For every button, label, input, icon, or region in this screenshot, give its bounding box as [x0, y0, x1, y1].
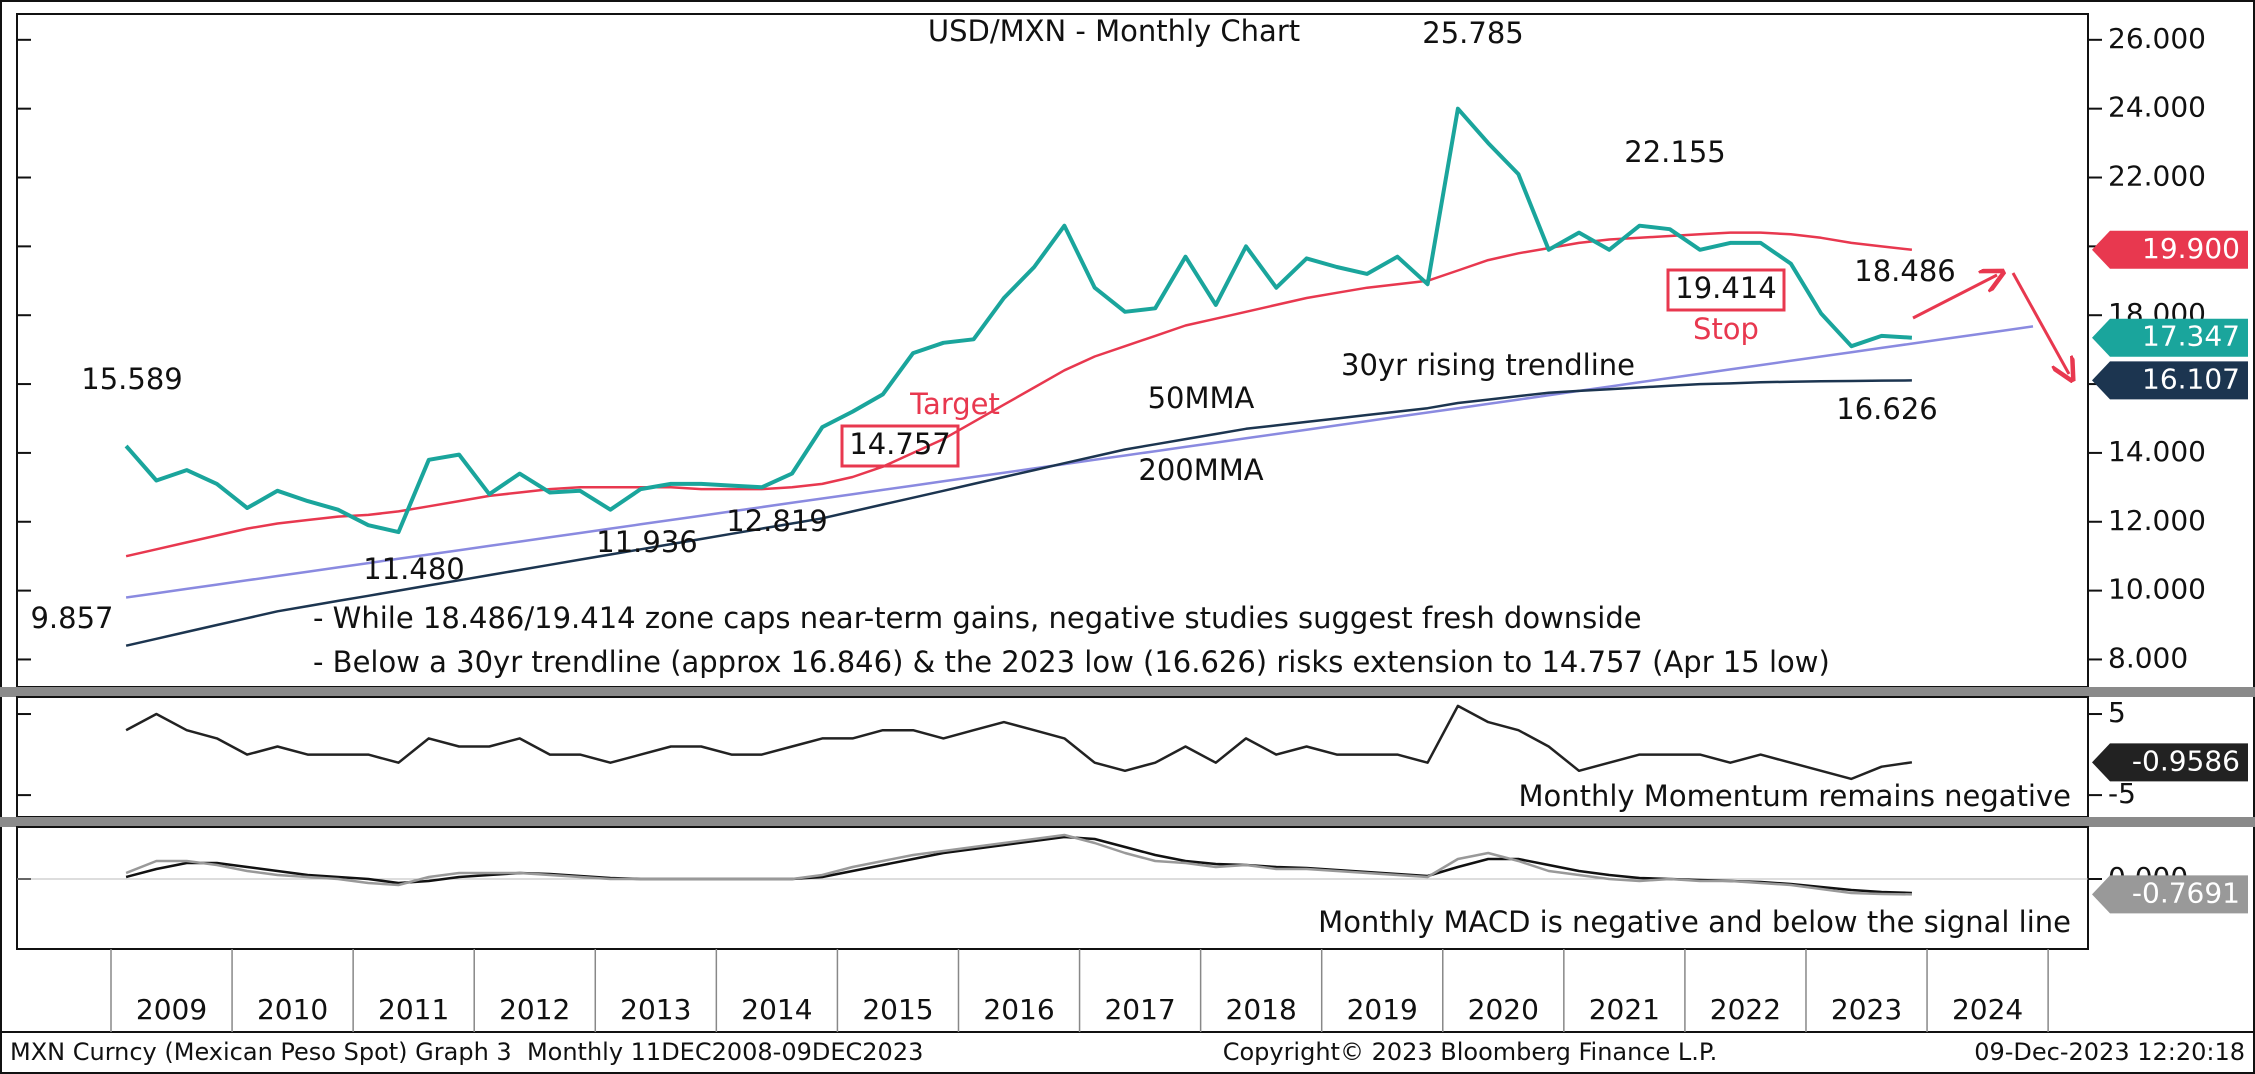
y-tick-label: -5	[2108, 777, 2136, 810]
annotation: Stop	[1693, 312, 1759, 346]
y-tick-label: 8.000	[2108, 641, 2188, 674]
last-value-label: -0.9586	[2132, 744, 2240, 777]
annotation: - Below a 30yr trendline (approx 16.846)…	[313, 645, 1830, 679]
x-tick-label: 2020	[1468, 993, 1539, 1026]
y-tick-label: 26.000	[2108, 22, 2206, 55]
x-tick-label: 2013	[620, 993, 691, 1026]
series-line	[125, 833, 1912, 896]
annotation: 11.936	[596, 525, 697, 559]
footer-source: MXN Curncy (Mexican Peso Spot) Graph 3 M…	[10, 1038, 923, 1066]
panel-divider	[0, 687, 2255, 697]
x-tick-label: 2010	[257, 993, 328, 1026]
annotation: 12.819	[726, 504, 827, 538]
series-line	[125, 835, 1912, 895]
last-value-label: 19.900	[2142, 232, 2240, 265]
x-tick-label: 2022	[1710, 993, 1781, 1026]
annotation: 19.414	[1675, 271, 1776, 305]
annotation: 25.785	[1422, 16, 1523, 50]
annotation: 22.155	[1624, 135, 1725, 169]
y-tick-label: 24.000	[2108, 91, 2206, 124]
x-tick-label: 2021	[1589, 993, 1660, 1026]
y-tick-label: 22.000	[2108, 160, 2206, 193]
annotation-box	[1666, 268, 1786, 312]
annotation: 14.757	[849, 427, 950, 461]
series-line	[124, 106, 1913, 535]
last-value-box	[2092, 875, 2248, 914]
x-tick-label: 2023	[1831, 993, 1902, 1026]
annotation: 16.626	[1836, 392, 1937, 426]
y-tick-label: 12.000	[2108, 504, 2206, 537]
annotation: 9.857	[30, 601, 113, 635]
chart-title: USD/MXN - Monthly Chart	[928, 14, 1300, 48]
series-line	[125, 704, 1913, 781]
panel-divider	[0, 817, 2255, 827]
x-tick-label: 2009	[136, 993, 207, 1026]
series-line	[125, 231, 1913, 558]
series-label: 50MMA	[1148, 381, 1255, 415]
series-line	[125, 325, 2034, 599]
x-tick-label: 2018	[1226, 993, 1297, 1026]
last-value-label: -0.7691	[2132, 876, 2240, 909]
annotation: Target	[909, 387, 1000, 421]
footer-timestamp: 09-Dec-2023 12:20:18	[1974, 1038, 2245, 1066]
annotation: 18.486	[1854, 254, 1955, 288]
x-tick-label: 2017	[1104, 993, 1175, 1026]
annotation: 15.589	[81, 362, 182, 396]
annotation-box	[840, 424, 960, 468]
x-tick-label: 2019	[1347, 993, 1418, 1026]
x-tick-label: 2011	[378, 993, 449, 1026]
footer-copyright: Copyright© 2023 Bloomberg Finance L.P.	[1223, 1038, 1718, 1066]
y-tick-label: 10.000	[2108, 573, 2206, 606]
macd-panel	[16, 826, 2089, 950]
y-tick-label: 5	[2108, 696, 2126, 729]
series-label: 200MMA	[1138, 453, 1263, 487]
annotation: 11.480	[363, 552, 464, 586]
last-value-box	[2092, 361, 2248, 400]
panel-note: Monthly Momentum remains negative	[1518, 779, 2071, 813]
series-line	[125, 379, 1912, 647]
last-value-box	[2092, 318, 2248, 357]
annotation: - While 18.486/19.414 zone caps near-ter…	[313, 601, 1642, 635]
x-tick-label: 2024	[1952, 993, 2023, 1026]
panel-note: Monthly MACD is negative and below the s…	[1318, 905, 2071, 939]
x-tick-label: 2012	[499, 993, 570, 1026]
down-arrow	[2011, 272, 2069, 374]
last-value-box	[2092, 230, 2248, 269]
y-tick-label: 14.000	[2108, 435, 2206, 468]
x-tick-label: 2015	[862, 993, 933, 1026]
x-tick-label: 2014	[741, 993, 812, 1026]
last-value-box	[2092, 743, 2248, 782]
last-value-label: 16.107	[2142, 362, 2240, 395]
series-label: 30yr rising trendline	[1341, 348, 1635, 382]
up-arrow	[1912, 275, 1997, 320]
x-tick-label: 2016	[983, 993, 1054, 1026]
last-value-label: 17.347	[2142, 320, 2240, 353]
